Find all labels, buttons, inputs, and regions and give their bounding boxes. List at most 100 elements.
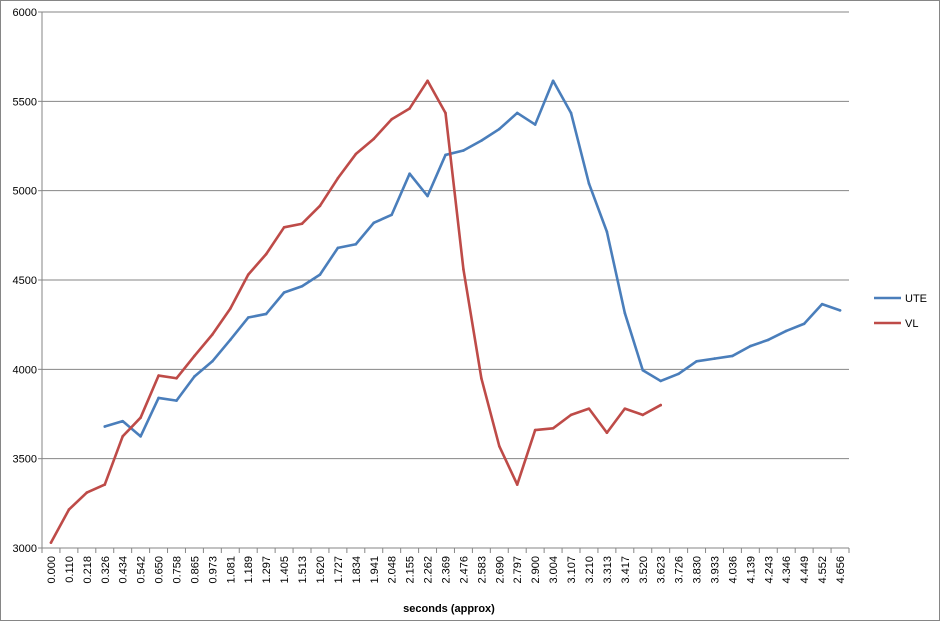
data-point-ute [767,338,770,342]
data-point-ute [498,127,501,131]
x-tick-label-2.048: 2.048 [387,556,399,584]
data-point-ute [103,425,107,428]
x-axis-tick-labels: 0.000 0.110 0.218 0.326 0.434 0.542 0.650 0.758… [46,556,847,584]
x-tick-label-3.933: 3.933 [710,556,722,584]
x-tick-label-0.973: 0.973 [207,556,219,584]
data-point-vl [515,483,519,486]
data-point-vl [480,376,483,380]
x-tick-label-4.346: 4.346 [781,556,793,584]
y-tick-label-5500: 5500 [13,96,37,108]
data-point-vl [569,413,573,417]
data-point-ute [838,309,842,312]
x-tick-label-3.726: 3.726 [674,556,686,584]
data-point-ute [408,172,411,175]
data-point-ute [354,242,358,246]
y-tick-label-6000: 6000 [13,7,37,19]
data-point-vl [372,137,376,141]
x-tick-label-1.513: 1.513 [297,556,309,584]
series-line-ute [103,79,842,438]
x-tick-label-4.552: 4.552 [817,556,829,584]
data-point-vl [193,354,196,358]
data-point-ute [695,359,698,363]
y-tick-label-3500: 3500 [13,454,37,466]
data-point-ute [784,329,788,333]
x-tick-label-1.189: 1.189 [243,556,255,584]
data-point-ute [677,372,680,376]
data-point-ute [569,111,573,115]
data-point-ute [623,311,627,315]
data-point-vl [390,117,394,121]
data-point-ute [731,354,734,358]
x-tick-label-2.369: 2.369 [441,556,453,584]
legend: UTE VL [874,293,927,330]
data-point-ute [515,111,519,115]
data-point-vl [605,431,609,435]
x-tick-label-1.941: 1.941 [369,556,381,584]
data-point-vl [659,403,662,407]
x-tick-label-3.004: 3.004 [548,556,560,584]
data-point-vl [318,204,322,208]
x-tick-label-1.834: 1.834 [351,556,363,584]
x-tick-label-0.434: 0.434 [118,556,130,584]
y-tick-label-5000: 5000 [13,186,37,198]
data-point-ute [641,368,645,372]
x-tick-label-0.110: 0.110 [64,556,76,583]
data-point-ute [551,79,555,83]
x-tick-label-4.449: 4.449 [799,556,811,584]
data-point-ute [462,149,465,152]
y-tick-label-4500: 4500 [13,275,37,287]
data-point-vl [229,307,232,310]
series-ute [103,79,842,438]
data-point-ute [587,182,591,185]
data-point-vl [623,407,627,410]
x-tick-label-4.139: 4.139 [745,556,757,584]
data-point-ute [390,213,394,217]
data-point-ute [605,230,609,234]
data-point-vl [103,483,107,486]
data-point-vl [300,222,304,226]
data-point-vl [444,111,447,115]
data-point-vl [121,435,124,438]
data-point-ute [139,435,142,438]
data-point-vl [641,413,645,417]
data-point-ute [282,291,286,294]
data-point-ute [372,221,376,225]
data-point-vl [587,407,591,410]
gridlines [42,11,849,460]
y-tick-label-4000: 4000 [13,364,37,376]
x-tick-label-3.107: 3.107 [566,556,578,584]
x-tick-label-2.900: 2.900 [530,556,542,584]
data-point-ute [157,396,160,400]
x-tick-label-1.727: 1.727 [333,556,345,584]
series-line-vl [49,79,662,544]
data-point-vl [157,374,160,377]
data-point-vl [67,508,71,511]
x-tick-label-1.620: 1.620 [315,556,327,584]
legend-label-vl: VL [905,318,918,330]
x-tick-label-2.797: 2.797 [512,556,524,584]
data-point-ute [336,246,340,250]
data-point-ute [300,284,304,288]
data-point-vl [246,273,250,276]
data-point-ute [193,375,196,378]
x-tick-label-0.326: 0.326 [100,556,112,584]
x-tick-label-3.830: 3.830 [692,556,704,584]
series-vl [49,79,662,544]
data-point-vl [85,491,89,494]
data-point-ute [659,379,662,383]
data-point-ute [820,302,824,306]
data-point-vl [211,333,214,336]
data-point-ute [175,399,178,402]
x-tick-label-3.313: 3.313 [602,556,614,584]
data-point-ute [211,359,214,363]
data-point-vl [264,252,268,256]
y-tick-label-3000: 3000 [13,543,37,555]
x-tick-label-0.650: 0.650 [154,556,166,584]
data-point-vl [498,444,501,448]
data-point-ute [229,338,232,342]
data-point-vl [551,426,555,430]
data-point-vl [408,107,411,110]
x-tick-label-4.036: 4.036 [727,556,739,584]
